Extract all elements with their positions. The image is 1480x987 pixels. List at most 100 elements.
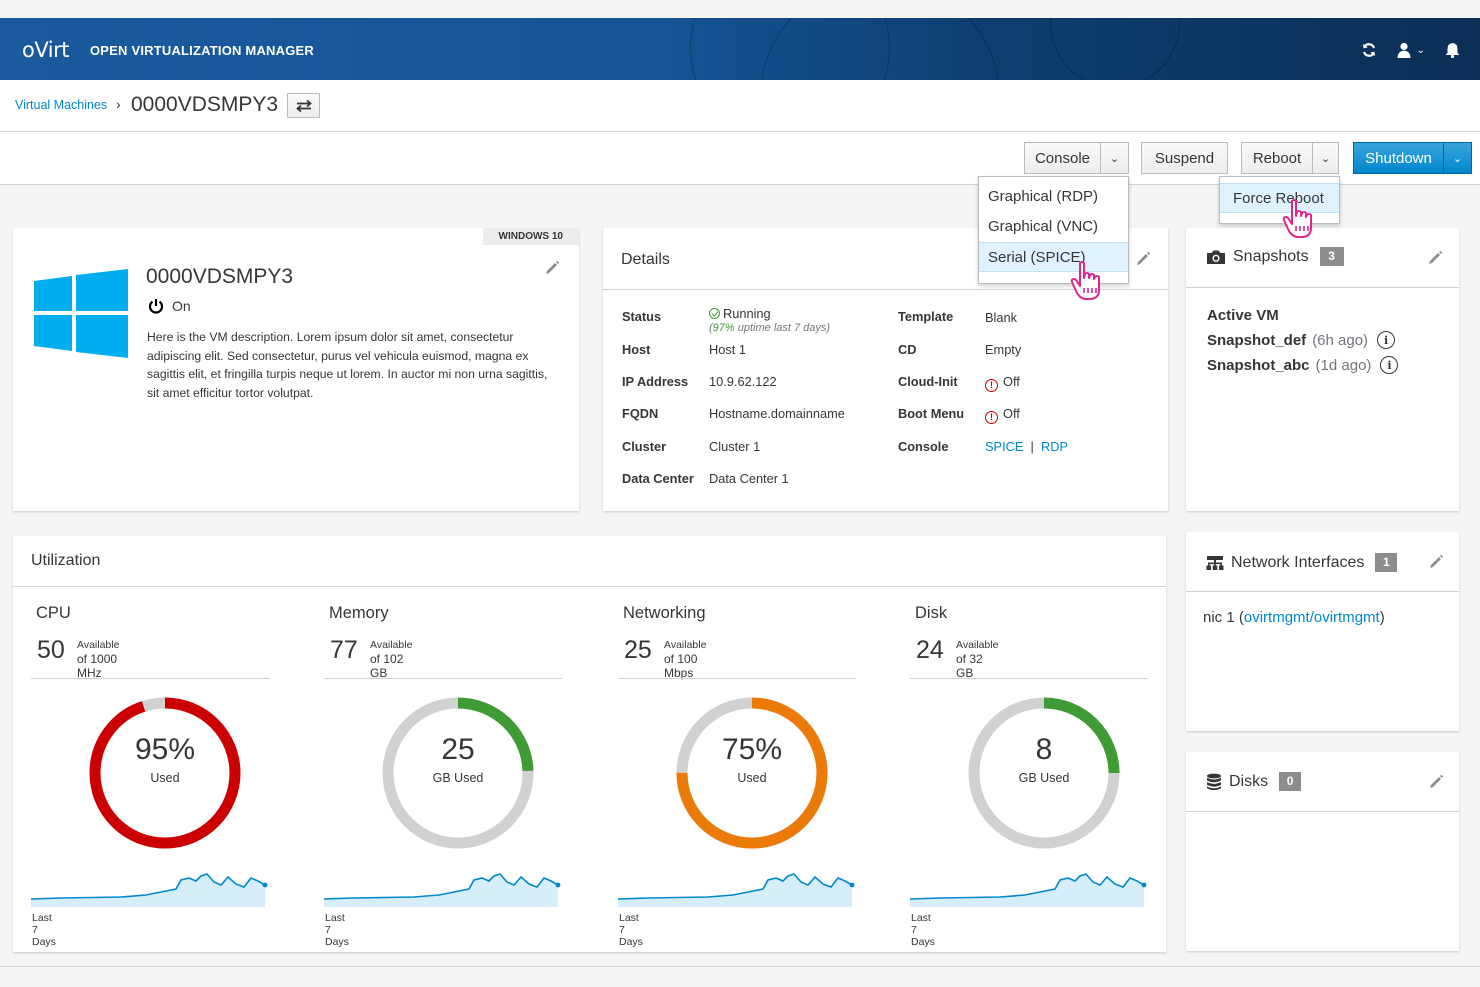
cpu-sparkline-line: [31, 873, 266, 900]
refresh-icon[interactable]: [1361, 40, 1377, 60]
disk-donut-caption: GB Used: [1018, 771, 1070, 785]
menu-item-graphical-rdp[interactable]: Graphical (RDP): [988, 188, 1099, 205]
edit-pencil-icon[interactable]: [1135, 251, 1151, 272]
top-strip: [0, 0, 1480, 18]
masthead: oVirt OPEN VIRTUALIZATION MANAGER ⌄: [0, 18, 1480, 80]
console-dropdown-toggle[interactable]: ⌄: [1100, 142, 1129, 174]
console-button[interactable]: Console: [1024, 142, 1101, 174]
bell-icon[interactable]: [1445, 40, 1460, 60]
memory-available-label: Available: [370, 639, 413, 651]
snapshots-title: Snapshots 3: [1206, 247, 1344, 266]
active-vm-label: Active VM: [1207, 307, 1279, 324]
nic-list-item: nic 1 (ovirtmgmt/ovirtmgmt): [1203, 609, 1385, 626]
snapshots-card: Snapshots 3 Active VM Snapshot_def (6h a…: [1186, 228, 1459, 511]
masthead-decoration: [760, 18, 1000, 80]
disk-donut-value: 8: [1035, 733, 1053, 766]
memory-donut-chart: [382, 697, 534, 849]
details-header: [603, 228, 1168, 290]
network-interfaces-count-badge: 1: [1375, 553, 1398, 572]
disk-available-label: Available: [956, 639, 999, 651]
database-icon: [1207, 773, 1221, 790]
nic-close-paren: ): [1379, 609, 1385, 626]
cpu-sparkline: [31, 873, 268, 907]
info-icon[interactable]: i: [1380, 356, 1399, 374]
chevron-down-icon: ⌄: [1416, 44, 1425, 56]
disk-donut-label: 8 GB Used: [984, 733, 1104, 785]
memory-donut-used-arc: [382, 697, 534, 849]
breadcrumb-virtual-machines-link[interactable]: Virtual Machines: [15, 98, 108, 112]
user-menu[interactable]: ⌄: [1397, 40, 1425, 60]
masthead-decoration: [1050, 18, 1180, 80]
list-item[interactable]: Snapshot_abc (1d ago) i: [1207, 356, 1399, 374]
cloud-init-label: Cloud-Init: [898, 374, 958, 389]
utilization-header: [13, 536, 1166, 587]
edit-pencil-icon[interactable]: [544, 260, 560, 281]
network-interfaces-header: [1186, 532, 1459, 592]
cpu-available-value: 50: [37, 636, 65, 664]
reboot-dropdown-menu: Force Reboot: [1219, 176, 1340, 224]
network-sparkline-area: [618, 874, 852, 907]
reboot-dropdown-toggle[interactable]: ⌄: [1312, 142, 1339, 174]
shutdown-button[interactable]: Shutdown: [1353, 142, 1444, 174]
memory-sparkline: [324, 873, 561, 907]
disk-divider: [910, 678, 1148, 679]
cpu-divider: [31, 678, 269, 679]
network-donut-chart: [676, 697, 828, 849]
console-value: SPICE | RDP: [985, 439, 1068, 454]
disks-count-badge: 0: [1279, 772, 1302, 791]
edit-pencil-icon[interactable]: [1428, 554, 1444, 575]
snapshots-title-text: Snapshots: [1233, 247, 1309, 265]
snapshots-count-badge: 3: [1319, 247, 1344, 266]
reboot-button[interactable]: Reboot: [1241, 142, 1313, 174]
info-icon[interactable]: i: [1377, 331, 1396, 349]
page-title: 0000VDSMPY3: [131, 93, 279, 116]
disks-title-text: Disks: [1229, 772, 1269, 790]
network-available-value: 25: [624, 636, 652, 664]
cpu-donut-label: 95% Used: [105, 733, 225, 785]
shutdown-dropdown-toggle[interactable]: ⌄: [1443, 142, 1472, 174]
suspend-button[interactable]: Suspend: [1141, 142, 1228, 174]
memory-title: Memory: [329, 604, 389, 622]
snapshot-active-vm[interactable]: Active VM: [1207, 307, 1279, 324]
cluster-value: Cluster 1: [709, 439, 761, 454]
boot-menu-value: ! Off: [985, 406, 1020, 424]
menu-item-force-reboot[interactable]: Force Reboot: [1220, 183, 1339, 213]
data-center-label: Data Center: [622, 471, 694, 486]
menu-item-graphical-vnc[interactable]: Graphical (VNC): [988, 218, 1099, 235]
power-icon: [148, 299, 164, 314]
snapshot-age: (6h ago): [1312, 331, 1369, 349]
cpu-sparkline-area: [31, 874, 265, 907]
edit-pencil-icon[interactable]: [1428, 774, 1444, 795]
cpu-donut-used-arc: [89, 697, 241, 849]
network-sparkline-point: [849, 882, 855, 888]
memory-sparkline-area: [324, 874, 558, 907]
nic-network-link[interactable]: ovirtmgmt/ovirtmgmt: [1243, 609, 1380, 626]
cpu-capacity: of 1000 MHz: [77, 652, 118, 680]
console-rdp-link[interactable]: RDP: [1040, 439, 1069, 454]
footer-divider: [0, 966, 1480, 967]
vm-name: 0000VDSMPY3: [146, 265, 294, 288]
disk-sparkline: [910, 873, 1147, 907]
memory-trend-label: Last 7 Days: [325, 912, 349, 948]
fqdn-value: Hostname.domainname: [709, 406, 845, 421]
host-label: Host: [622, 342, 651, 357]
cpu-available-label: Available: [77, 639, 120, 651]
disk-available-caption: Available of 32 GB: [956, 638, 998, 680]
console-spice-link[interactable]: SPICE: [985, 439, 1024, 454]
menu-item-serial-spice[interactable]: Serial (SPICE): [979, 242, 1128, 272]
fqdn-label: FQDN: [622, 406, 659, 421]
network-donut-value: 75%: [721, 733, 783, 766]
list-item[interactable]: Snapshot_def (6h ago) i: [1207, 331, 1396, 349]
action-toolbar: Console ⌄ Suspend Reboot ⌄ Shutdown ⌄: [0, 132, 1480, 185]
disk-sparkline-area: [910, 874, 1144, 907]
snapshot-name: Snapshot_def: [1207, 331, 1307, 349]
chevron-down-icon: ⌄: [1320, 152, 1331, 165]
edit-pencil-icon[interactable]: [1427, 250, 1443, 271]
cpu-sparkline-point: [262, 882, 268, 888]
hand-pointer-cursor-icon: [1070, 261, 1100, 300]
cloud-init-text: Off: [1003, 374, 1020, 389]
switch-vm-button[interactable]: [287, 93, 320, 118]
network-title: Networking: [623, 604, 706, 622]
vm-description: Here is the VM description. Lorem ipsum …: [147, 330, 548, 400]
brand-logo[interactable]: oVirt: [22, 38, 69, 62]
